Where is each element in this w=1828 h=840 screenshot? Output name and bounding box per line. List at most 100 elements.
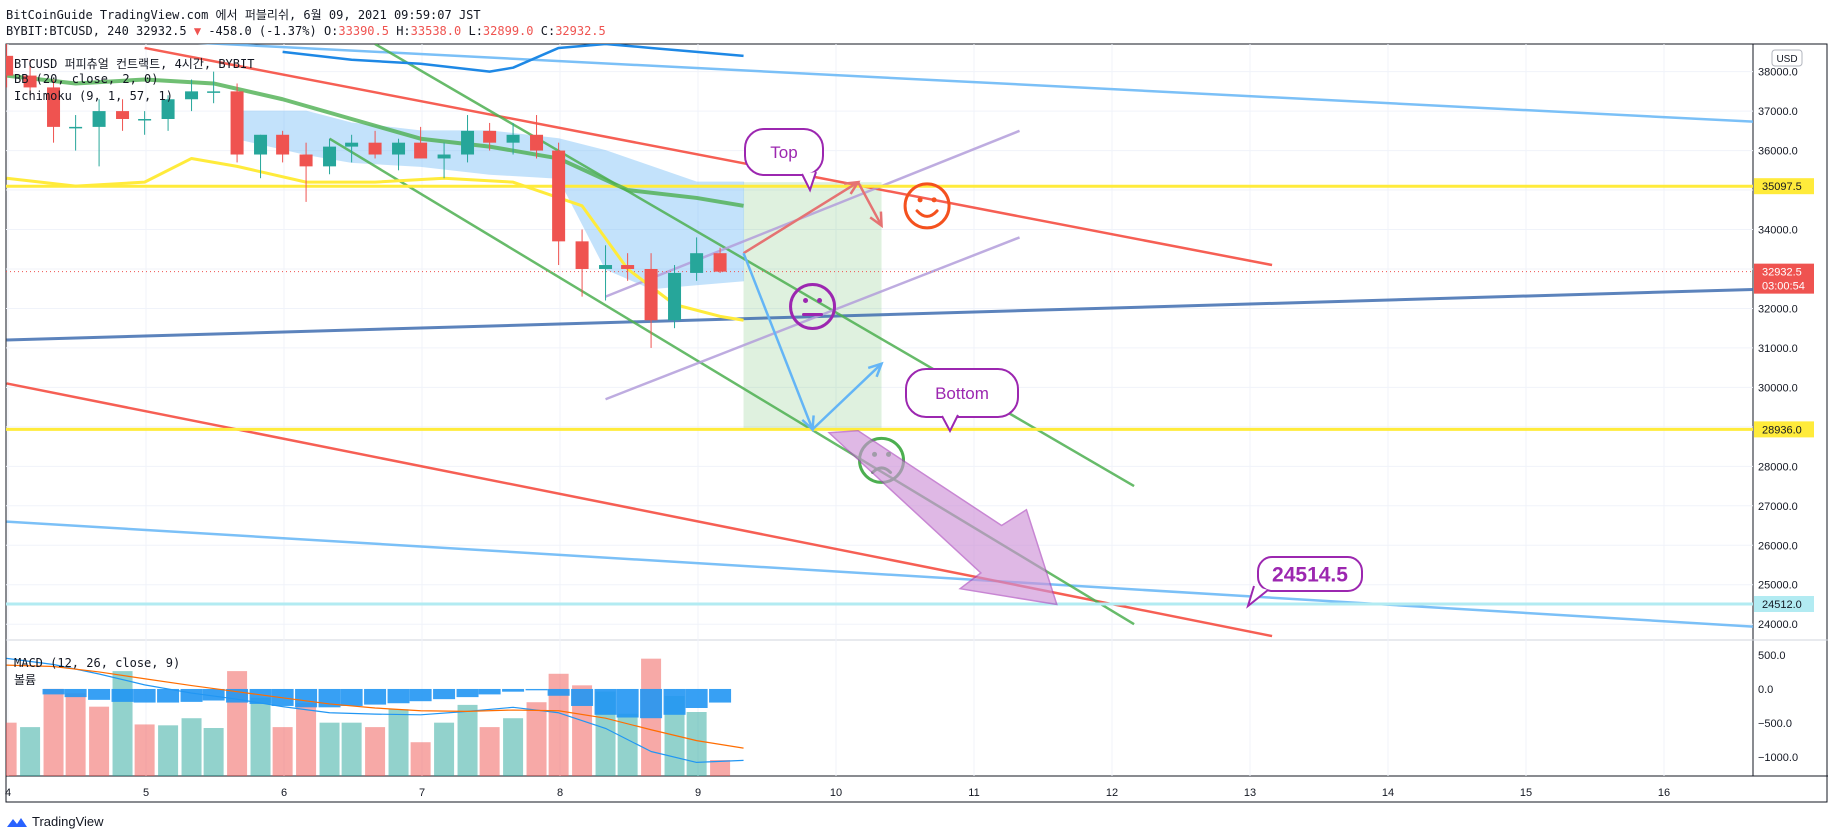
arrow-head-icon (801, 415, 815, 433)
x-tick-label: 9 (695, 787, 701, 799)
target-callout-tail (1246, 585, 1269, 609)
down-arrow-icon (827, 430, 1058, 606)
y-tick-label: 30000.0 (1758, 382, 1798, 394)
price-tag-value: 35097.5 (1762, 181, 1802, 193)
macd-histogram-bar (88, 688, 111, 700)
volume-bar (203, 728, 224, 776)
target-callout-box (1257, 556, 1363, 592)
candle-body (621, 265, 635, 269)
bottom-callout-text: Bottom (935, 384, 989, 403)
face-outline (903, 182, 951, 230)
volume-bar (548, 673, 569, 776)
chart-canvas[interactable]: Top Bottom 24514.5 38000.0 37000.0 36000.0 350… (0, 0, 1828, 810)
candle-body (254, 134, 268, 155)
volume-bar (365, 727, 386, 776)
volume-bar (388, 709, 409, 776)
face-eye (817, 297, 823, 303)
macd-histogram-bar (502, 688, 525, 692)
macd-histogram-bar (616, 688, 639, 718)
macd-histogram-bar (663, 688, 686, 715)
candle-body (461, 130, 475, 155)
macd-histogram-bar (249, 688, 272, 704)
top-callout-tail (801, 171, 817, 193)
neutral-face-icon (789, 282, 837, 330)
top-callout: Top (744, 128, 824, 193)
macd-y-tick-label: −1000.0 (1758, 752, 1798, 764)
x-tick-label: 15 (1520, 787, 1532, 799)
y-tick-label: 37000.0 (1758, 106, 1798, 118)
face-eye (917, 197, 923, 203)
candle-body (599, 265, 613, 269)
candle-body (207, 91, 221, 93)
down-arrow-icon: ▼ (193, 24, 202, 38)
volume-bar (410, 742, 431, 776)
candle-body (299, 154, 313, 167)
volume-bar (341, 722, 362, 776)
macd-histogram-bar (295, 688, 318, 708)
macd-line (6, 657, 744, 764)
macd-histogram-bar (64, 688, 87, 698)
candle-body (437, 154, 451, 159)
trend-line (144, 46, 1273, 267)
main-pane (6, 44, 1753, 638)
ohlc-bar: BYBIT:BTCUSD, 240 32932.5 ▼ -458.0 (-1.3… (6, 24, 606, 38)
volume-bar (158, 725, 179, 776)
x-tick-label: 14 (1382, 787, 1394, 799)
macd-y-tick-label: 0.0 (1758, 684, 1773, 696)
high-value: 33538.0 (410, 24, 462, 38)
top-callout-text: Top (770, 143, 797, 162)
price-tag (1754, 263, 1814, 294)
legend-macd[interactable]: MACD (12, 26, close, 9) (14, 656, 181, 670)
currency-badge (1771, 49, 1803, 67)
legend-volume[interactable]: 볼륨 (14, 673, 37, 687)
y-tick-label: 28000.0 (1758, 461, 1798, 473)
currency-label: USD (1776, 54, 1797, 65)
candle-body (69, 126, 83, 129)
top-callout-box (744, 128, 824, 176)
macd-histogram-bar (387, 688, 410, 704)
target-callout: 24514.5 (1246, 556, 1363, 609)
tradingview-logo-icon (7, 817, 27, 827)
candle-body (644, 268, 658, 321)
price-change: -458.0 (-1.37%) (208, 24, 317, 38)
candle-body (368, 142, 382, 155)
y-tick-label: 24000.0 (1758, 619, 1798, 631)
macd-histogram-bar (133, 688, 156, 703)
macd-histogram-bar (709, 688, 732, 703)
price-tag-value: 24512.0 (1762, 599, 1802, 611)
brand-name: TradingView (32, 814, 104, 829)
legend-bb[interactable]: BB (20, close, 2, 0) (14, 72, 159, 86)
arrow-head-icon (867, 361, 884, 378)
symbol-info: BYBIT:BTCUSD, 240 32932.5 (6, 24, 187, 38)
bb-basis-line (6, 73, 744, 208)
candle-body (161, 99, 175, 119)
candle-body (483, 130, 497, 143)
y-tick-label: 26000.0 (1758, 540, 1798, 552)
candle-body (23, 75, 37, 88)
candle-body (276, 134, 290, 155)
x-tick-label: 6 (281, 787, 287, 799)
macd-histogram-bar (478, 688, 501, 695)
legend-ichimoku[interactable]: Ichimoku (9, 1, 57, 1) (14, 89, 173, 103)
candle-body (345, 142, 359, 147)
macd-histogram-bar (547, 688, 570, 696)
bb-upper-line (282, 44, 744, 73)
price-tag (1754, 178, 1814, 195)
volume-bar (227, 671, 248, 776)
volume-bar (434, 722, 455, 776)
candle-body (230, 91, 244, 155)
legend-symbol[interactable]: BTCUSD 퍼피츄얼 컨트랙트, 4시간, BYBIT (14, 57, 255, 71)
price-tag-value: 32932.5 (1762, 267, 1802, 279)
macd-histogram-bar (456, 688, 479, 698)
trend-line (6, 287, 1753, 342)
footer-brand[interactable]: TradingView (6, 814, 104, 829)
x-tick-label: 16 (1658, 787, 1670, 799)
low-label: L: (468, 24, 483, 38)
volume-bar (43, 688, 64, 776)
macd-y-tick-label: −500.0 (1758, 718, 1792, 730)
chart-frame (5, 43, 1828, 803)
macd-pane (6, 657, 744, 776)
face-eye (931, 197, 937, 203)
y-tick-label: 27000.0 (1758, 501, 1798, 513)
macd-histogram-bar (180, 688, 203, 702)
